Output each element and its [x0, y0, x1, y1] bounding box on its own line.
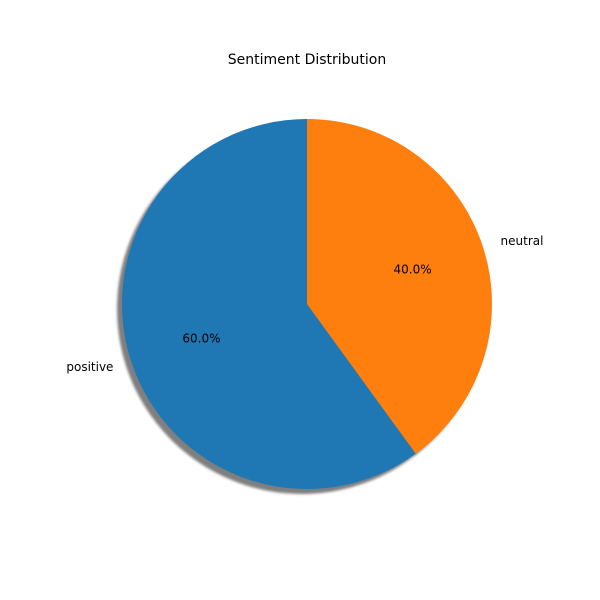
- slice-label-positive: positive: [66, 360, 113, 374]
- slice-positive: [122, 119, 416, 490]
- slice-label-neutral: neutral: [501, 234, 544, 248]
- slice-pct-neutral: 40.0%: [394, 263, 432, 277]
- pie-slices: [122, 119, 493, 490]
- pie-labels: positive 60.0% neutral 40.0%: [66, 234, 543, 374]
- slice-pct-positive: 60.0%: [182, 331, 220, 345]
- chart-title: Sentiment Distribution: [228, 52, 387, 68]
- slice-neutral: [307, 119, 493, 454]
